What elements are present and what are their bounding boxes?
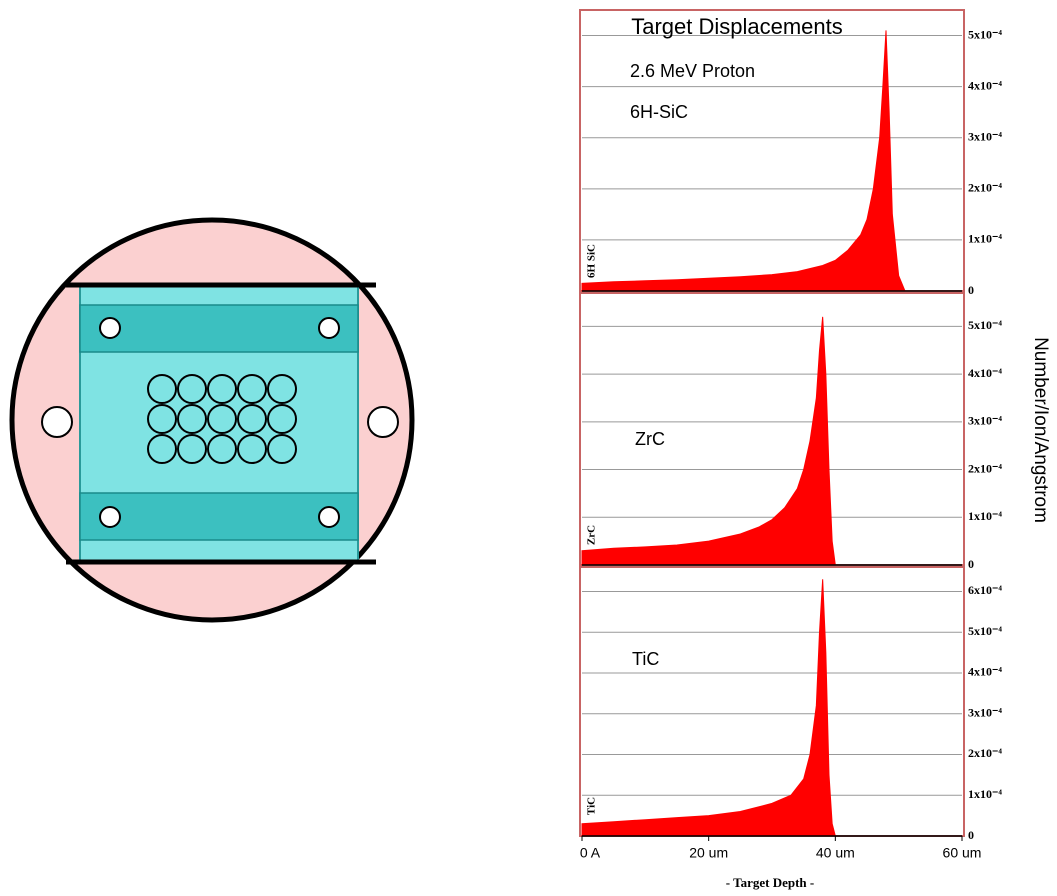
annotation: 6H-SiC xyxy=(630,102,688,122)
y-tick-label: 4x10⁻⁴ xyxy=(968,78,1002,92)
x-axis-label: - Target Depth - xyxy=(726,875,814,890)
y-tick-label: 5x10⁻⁴ xyxy=(968,27,1002,41)
chart-title: Target Displacements xyxy=(631,14,843,39)
x-tick-label: 60 um xyxy=(943,845,982,861)
y-tick-label: 4x10⁻⁴ xyxy=(968,366,1002,380)
side-label: 6H SiC xyxy=(586,244,598,278)
y-tick-label: 5x10⁻⁴ xyxy=(968,318,1002,332)
x-tick-label: 40 um xyxy=(816,845,855,861)
y-tick-label: 2x10⁻⁴ xyxy=(968,746,1002,760)
annotation: TiC xyxy=(632,649,659,669)
panel-frame xyxy=(580,10,964,291)
x-tick-label: 20 um xyxy=(689,845,728,861)
annotation: ZrC xyxy=(635,429,665,449)
x-tick-label: 0 A xyxy=(580,845,601,861)
y-tick-label: 0 xyxy=(968,828,974,842)
y-tick-label: 6x10⁻⁴ xyxy=(968,583,1002,597)
y-tick-label: 5x10⁻⁴ xyxy=(968,624,1002,638)
side-label: TiC xyxy=(586,797,598,815)
y-tick-label: 2x10⁻⁴ xyxy=(968,181,1002,195)
y-tick-label: 3x10⁻⁴ xyxy=(968,705,1002,719)
top-rail xyxy=(80,305,358,352)
y-tick-label: 1x10⁻⁴ xyxy=(968,787,1002,801)
side-label: ZrC xyxy=(586,525,598,545)
y-tick-label: 2x10⁻⁴ xyxy=(968,461,1002,475)
y-tick-label: 0 xyxy=(968,283,974,297)
y-axis-label: Number/Ion/Angstrom xyxy=(1030,337,1051,523)
figure: 0 1x10⁻⁴ 2x10⁻⁴ 3x10⁻⁴ 4x10⁻⁴ 5x10⁻⁴ Target Di… xyxy=(0,0,1057,896)
y-tick-label: 3x10⁻⁴ xyxy=(968,414,1002,428)
y-tick-label: 0 xyxy=(968,557,974,571)
y-tick-label: 4x10⁻⁴ xyxy=(968,665,1002,679)
y-tick-label: 3x10⁻⁴ xyxy=(968,129,1002,143)
annotation: 2.6 MeV Proton xyxy=(630,61,755,81)
y-tick-label: 1x10⁻⁴ xyxy=(968,232,1002,246)
y-tick-label: 1x10⁻⁴ xyxy=(968,509,1002,523)
holder-diagram xyxy=(12,220,412,620)
bottom-rail xyxy=(80,493,358,540)
